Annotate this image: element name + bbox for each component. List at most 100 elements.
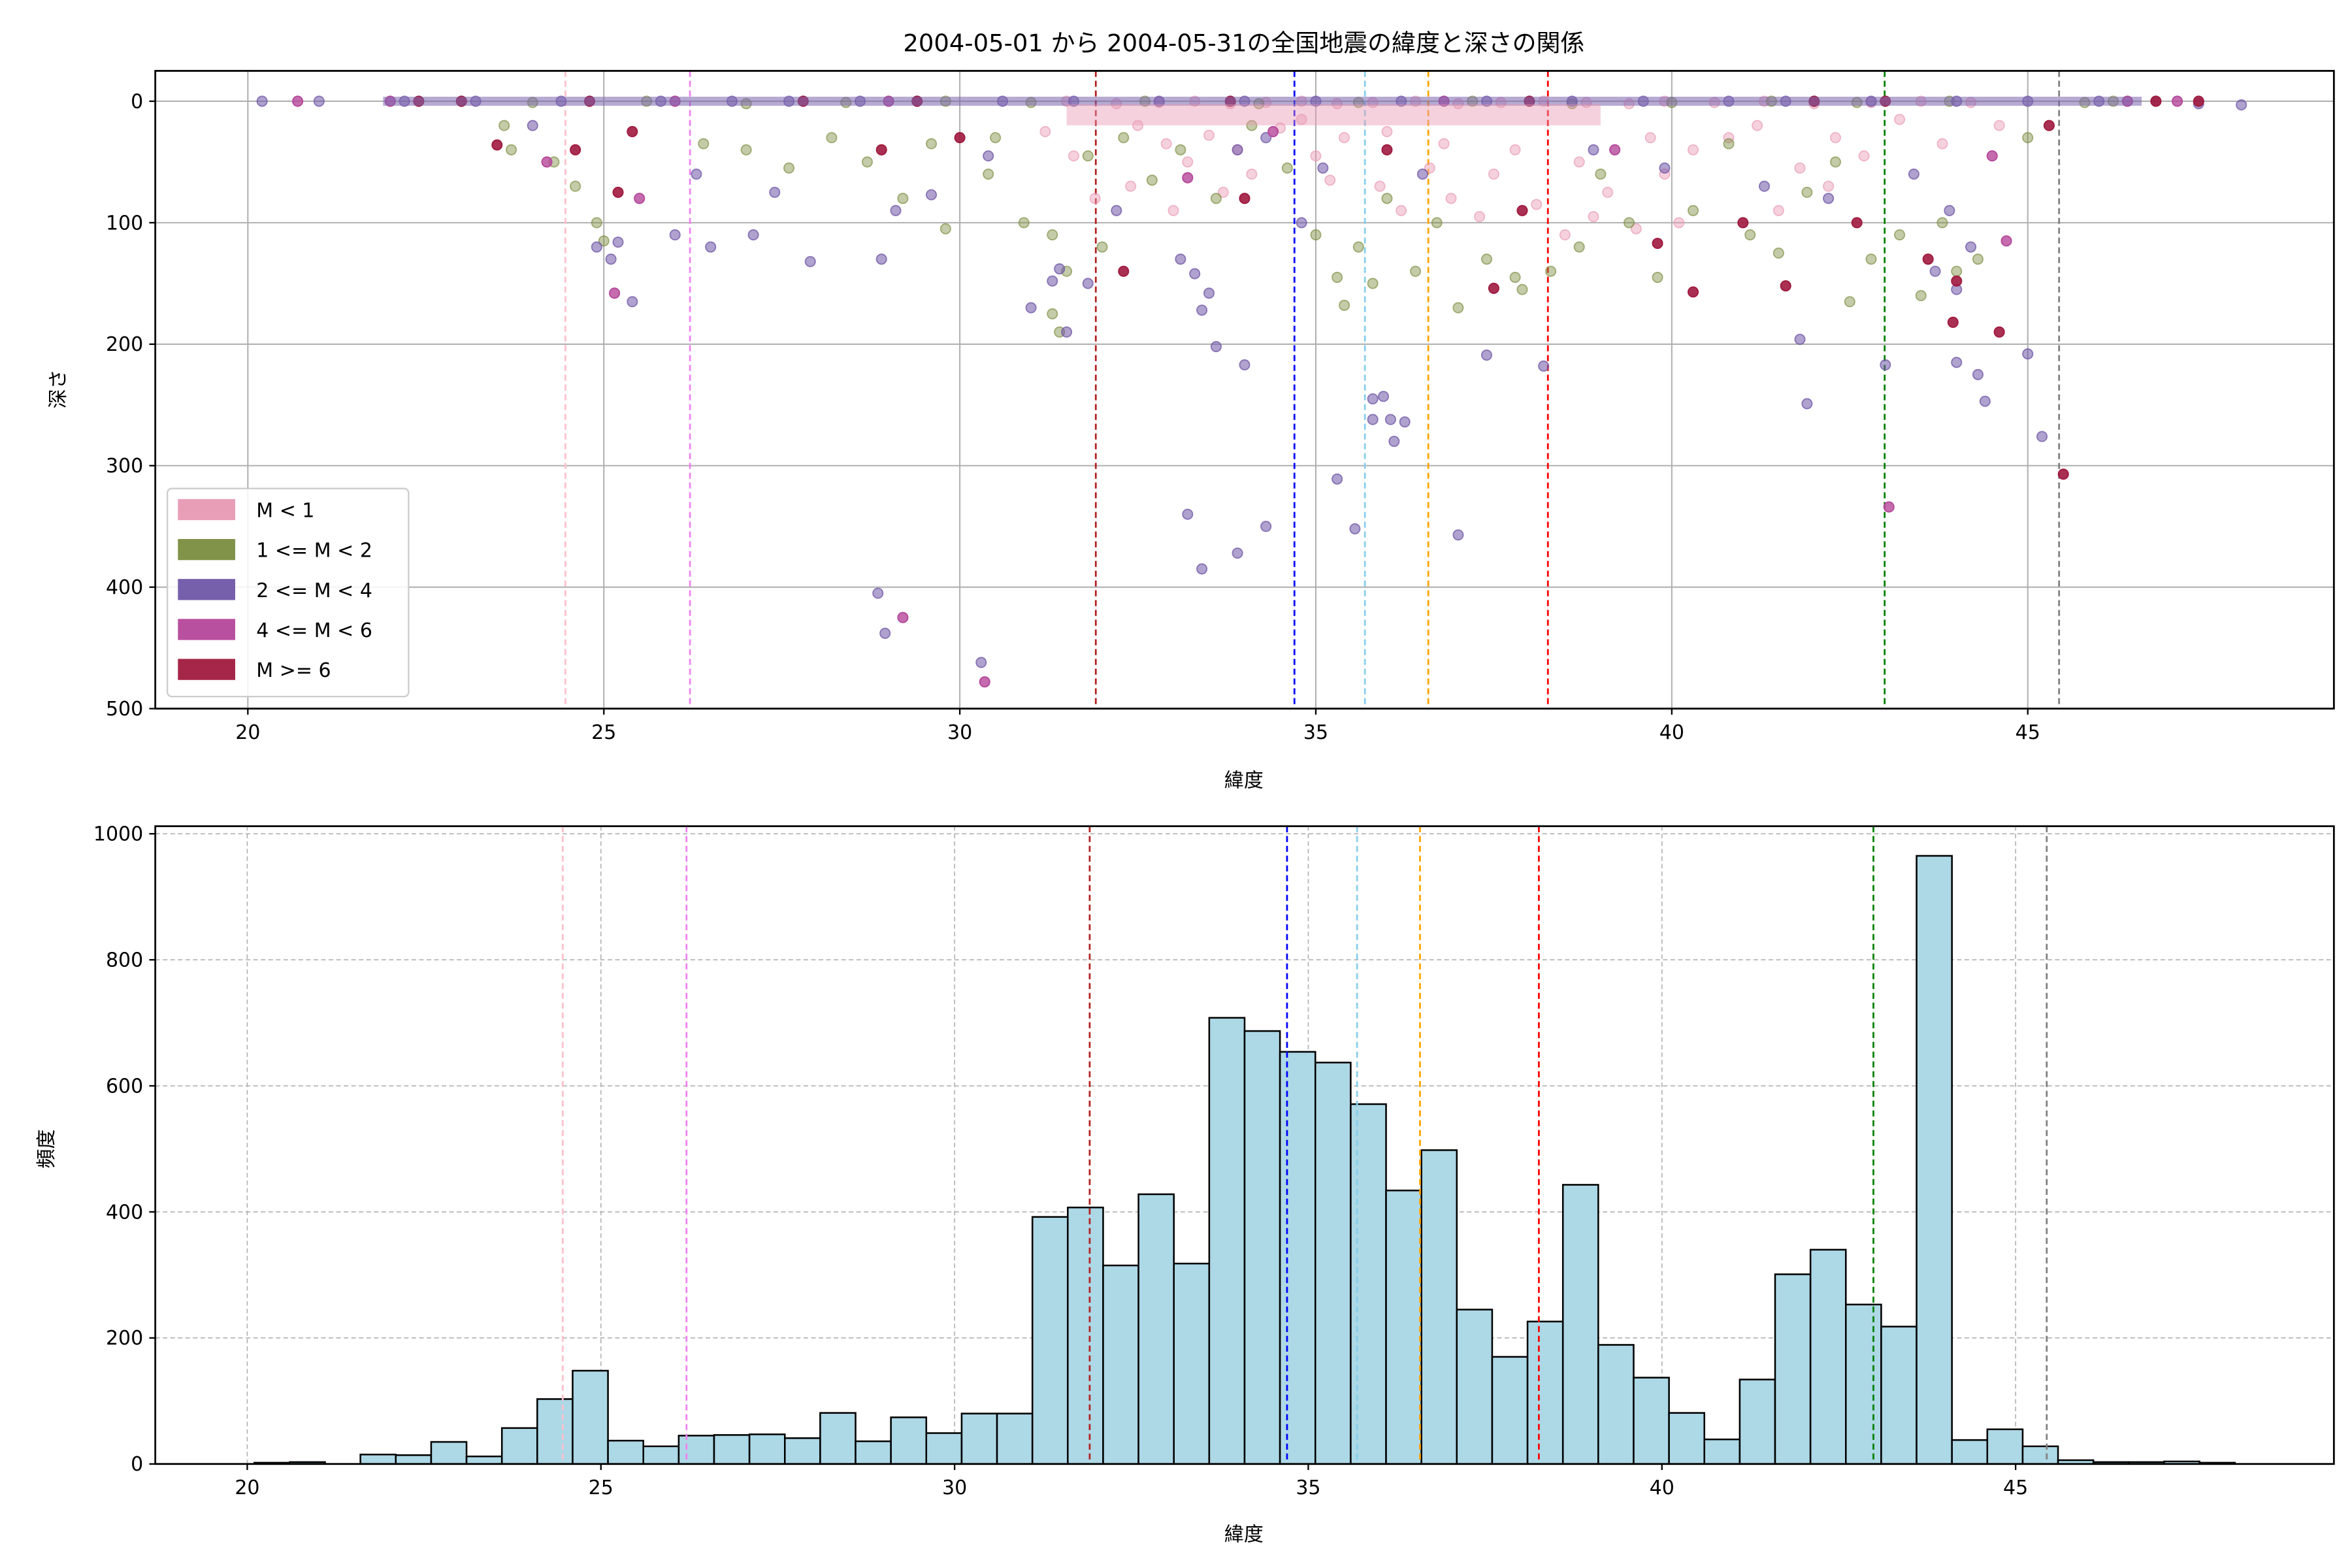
- y-tick-label: 600: [106, 1075, 143, 1098]
- data-point: [1146, 174, 1158, 186]
- data-point: [1509, 272, 1521, 284]
- data-point: [769, 186, 781, 198]
- histogram-bar: [1774, 1273, 1812, 1465]
- shallow-cluster: [1066, 104, 1601, 125]
- data-point: [2001, 235, 2012, 247]
- histogram-bar: [890, 1416, 928, 1465]
- data-point: [1331, 272, 1343, 284]
- x-tick-label: 25: [591, 721, 616, 744]
- data-point: [2172, 95, 2183, 107]
- data-point: [890, 204, 902, 216]
- x-tick-label: 20: [235, 721, 260, 744]
- y-tick-label: 400: [106, 576, 143, 599]
- data-point: [747, 229, 759, 241]
- data-point: [1089, 193, 1101, 204]
- data-point: [1367, 393, 1379, 405]
- data-point: [1829, 156, 1842, 168]
- data-point: [1972, 253, 1984, 265]
- data-point: [1082, 278, 1094, 289]
- data-point: [1780, 280, 1791, 292]
- histogram-bar: [572, 1369, 609, 1465]
- data-point: [1752, 120, 1763, 131]
- y-tick-label: 0: [131, 1453, 143, 1476]
- data-point: [1310, 229, 1322, 241]
- data-point: [1039, 125, 1051, 137]
- data-point: [256, 95, 268, 107]
- histogram-bar: [1456, 1309, 1494, 1465]
- data-point: [826, 132, 838, 144]
- data-point: [591, 241, 602, 253]
- axis-ticks: 20 25 30 35 40 45 0 200 400 600 800 1000: [93, 823, 2028, 1499]
- data-point: [861, 156, 873, 168]
- data-point: [1659, 162, 1671, 174]
- legend-label: M < 1: [256, 500, 314, 523]
- reference-lines: [564, 71, 2061, 709]
- data-point: [1801, 398, 1813, 410]
- data-point: [975, 657, 987, 668]
- x-axis-label: 緯度: [1224, 1523, 1264, 1546]
- data-point: [1182, 172, 1194, 184]
- data-point: [1438, 138, 1450, 150]
- data-point: [979, 676, 990, 688]
- data-point: [1602, 186, 1614, 198]
- data-point: [1025, 302, 1037, 314]
- histogram-bar: [2021, 1445, 2059, 1465]
- data-point: [1377, 391, 1390, 402]
- histogram-bar: [536, 1398, 574, 1465]
- data-point: [1196, 563, 1208, 575]
- data-point: [1758, 180, 1771, 192]
- data-point: [1118, 265, 1130, 277]
- data-point: [897, 612, 909, 623]
- histogram-bars: [253, 855, 2236, 1465]
- data-point: [1232, 547, 1243, 559]
- histogram-bar: [819, 1412, 857, 1465]
- data-point: [1652, 272, 1663, 284]
- data-point: [1111, 204, 1122, 216]
- y-tick-label: 500: [106, 698, 143, 721]
- data-point: [1281, 162, 1293, 174]
- data-point: [1182, 508, 1194, 520]
- data-point: [1246, 168, 1258, 180]
- histogram-bar: [1597, 1344, 1635, 1465]
- data-point: [1630, 223, 1642, 235]
- data-point: [669, 229, 681, 241]
- data-point: [1687, 286, 1699, 298]
- data-point: [1331, 473, 1343, 485]
- data-point: [2022, 348, 2034, 360]
- scatter-points: [256, 95, 2247, 688]
- histogram-bar: [1916, 855, 1953, 1465]
- data-point: [1829, 132, 1842, 144]
- data-point: [1018, 217, 1030, 229]
- histogram-bar: [996, 1413, 1034, 1465]
- data-point: [1203, 129, 1215, 141]
- histogram-bar: [1703, 1438, 1741, 1465]
- histogram-bar: [1137, 1193, 1175, 1465]
- data-point: [1118, 132, 1130, 144]
- data-point: [1480, 350, 1493, 361]
- histogram-bar: [1314, 1062, 1352, 1465]
- data-point: [1823, 180, 1835, 192]
- data-point: [1794, 333, 1806, 345]
- data-point: [1929, 265, 1941, 277]
- data-point: [1947, 316, 1959, 328]
- data-point: [1865, 253, 1877, 265]
- data-point: [1310, 150, 1322, 162]
- data-point: [2193, 95, 2204, 107]
- data-point: [1324, 174, 1336, 186]
- data-point: [1588, 144, 1599, 155]
- histogram-bar: [607, 1439, 645, 1465]
- data-point: [627, 296, 638, 308]
- x-axis-label: 緯度: [1224, 770, 1264, 792]
- series-1: [455, 95, 2119, 338]
- data-point: [491, 139, 503, 151]
- data-point: [1858, 150, 1870, 162]
- data-point: [783, 162, 795, 174]
- data-point: [1936, 217, 1948, 229]
- legend-label: 4 <= M < 6: [256, 619, 372, 642]
- data-point: [879, 627, 891, 639]
- histogram-bar: [678, 1435, 715, 1465]
- data-point: [1623, 217, 1635, 229]
- data-point: [1445, 193, 1457, 204]
- data-point: [1772, 247, 1784, 259]
- histogram-bar: [1809, 1249, 1847, 1465]
